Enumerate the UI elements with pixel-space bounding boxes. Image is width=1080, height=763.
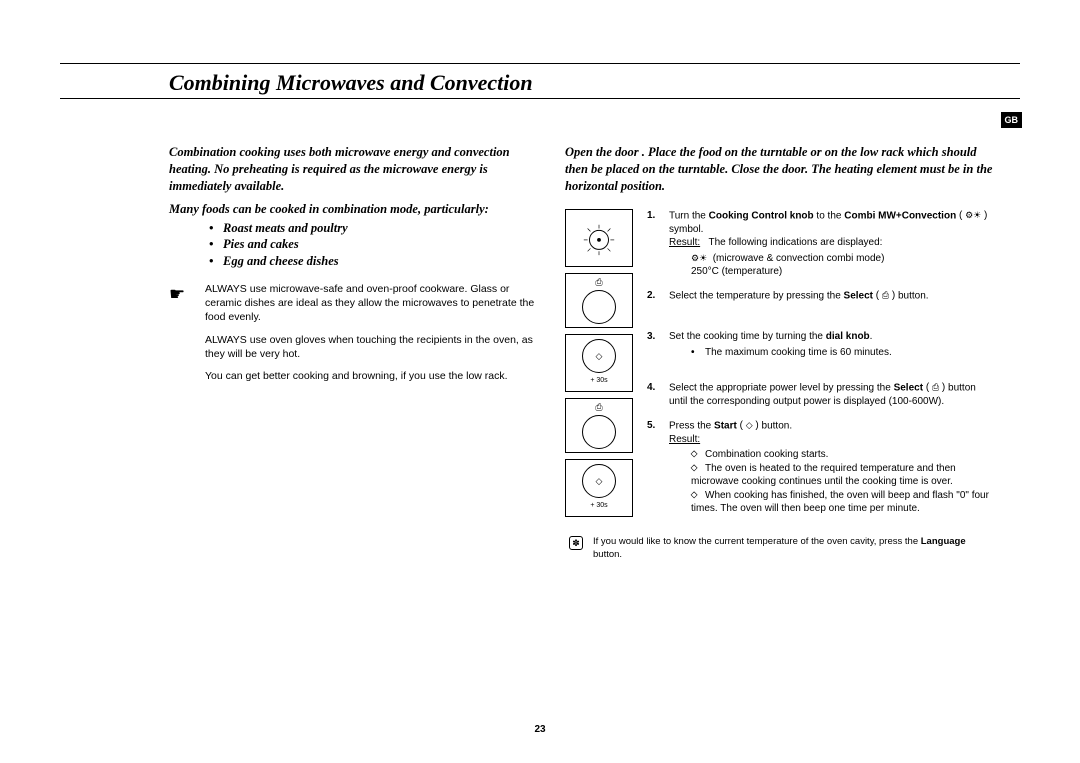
step-5: 5. Press the Start ( ◇ ) button. Result:… xyxy=(647,419,995,516)
pointer-note: ☛ ALWAYS use microwave-safe and oven-pro… xyxy=(169,282,539,391)
s3-bullets: The maximum cooking time is 60 minutes. xyxy=(691,346,995,360)
page-title: Combining Microwaves and Convection xyxy=(60,60,1020,100)
s1a: Turn the xyxy=(669,210,709,221)
step-1: 1. Turn the Cooking Control knob to the … xyxy=(647,209,995,279)
top-horizontal-rule xyxy=(60,63,1020,64)
s1r2: 250°C (temperature) xyxy=(691,266,782,277)
dial-label-2: + 30s xyxy=(590,501,607,510)
note-text: If you would like to know the current te… xyxy=(593,536,995,562)
left-intro: Combination cooking uses both microwave … xyxy=(169,144,539,195)
s3-bullet: The maximum cooking time is 60 minutes. xyxy=(691,346,995,360)
pointer-icon: ☛ xyxy=(169,282,189,391)
food-item: Egg and cheese dishes xyxy=(209,253,539,270)
s1-result-text: The following indications are displayed: xyxy=(708,237,882,248)
s5c: button. xyxy=(759,420,792,431)
s1-result-lines: ⚙☀ (microwave & convection combi mode) 2… xyxy=(691,252,995,279)
select-symbol-inline: ( ⎙ ) xyxy=(926,381,945,395)
s2a: Select the temperature by pressing the xyxy=(669,290,844,301)
step-body: Set the cooking time by turning the dial… xyxy=(669,330,995,359)
pointer-text: ALWAYS use microwave-safe and oven-proof… xyxy=(205,282,539,391)
diagram-select-2: ⎙ xyxy=(565,398,633,453)
food-item: Roast meats and poultry xyxy=(209,220,539,237)
start-dial-icon: ◇ xyxy=(582,464,616,498)
s5b3: When cooking has finished, the oven will… xyxy=(691,489,995,516)
s5-result-label: Result: xyxy=(669,434,700,445)
content-columns: Combination cooking uses both microwave … xyxy=(60,144,1020,561)
s2c: button. xyxy=(895,290,928,301)
step-2: 2. Select the temperature by pressing th… xyxy=(647,289,995,303)
diagram-dial-2: ◇ + 30s xyxy=(565,459,633,517)
note-icon: ✽ xyxy=(569,536,583,550)
footnote: ✽ If you would like to know the current … xyxy=(565,536,995,562)
start-dial-icon: ◇ xyxy=(582,339,616,373)
s1r1: (microwave & convection combi mode) xyxy=(713,253,885,264)
left-p2: ALWAYS use oven gloves when touching the… xyxy=(205,333,539,361)
s4b: Select xyxy=(894,383,923,394)
dial-icon xyxy=(582,415,616,449)
combi-symbol-icon: ⚙☀ xyxy=(691,253,707,263)
step-num: 3. xyxy=(647,330,661,359)
s1b: Cooking Control knob xyxy=(709,210,814,221)
s5b2: The oven is heated to the required tempe… xyxy=(691,462,995,489)
left-p3: You can get better cooking and browning,… xyxy=(205,369,539,383)
food-list: Roast meats and poultry Pies and cakes E… xyxy=(209,220,539,271)
diagram-select-1: ⎙ xyxy=(565,273,633,328)
s3b: dial knob xyxy=(826,331,870,342)
steps-list: 1. Turn the Cooking Control knob to the … xyxy=(647,209,995,526)
page-number: 23 xyxy=(534,724,545,735)
s1e: symbol. xyxy=(669,224,703,235)
note-b: Language xyxy=(921,536,966,547)
s1d: Combi MW+Convection xyxy=(844,210,956,221)
dial-icon xyxy=(582,290,616,324)
s5b1: Combination cooking starts. xyxy=(691,448,995,462)
combi-symbol-icon: ( ⚙☀ ) xyxy=(959,209,987,223)
food-list-lead: Many foods can be cooked in combination … xyxy=(169,201,539,218)
step-num: 5. xyxy=(647,419,661,516)
step-num: 1. xyxy=(647,209,661,279)
left-column: Combination cooking uses both microwave … xyxy=(169,144,539,561)
dial-label-1: + 30s xyxy=(590,376,607,385)
s1-result-label: Result: xyxy=(669,237,700,248)
select-symbol-icon: ⎙ xyxy=(595,401,602,413)
step-num: 4. xyxy=(647,381,661,408)
s2b: Select xyxy=(844,290,873,301)
diagram-stack: ⎙ ◇ + 30s ⎙ ◇ + 30s xyxy=(565,209,633,526)
s5a: Press the xyxy=(669,420,714,431)
step-body: Turn the Cooking Control knob to the Com… xyxy=(669,209,995,279)
step-body: Select the appropriate power level by pr… xyxy=(669,381,995,408)
diagram-dial-1: ◇ + 30s xyxy=(565,334,633,392)
food-item: Pies and cakes xyxy=(209,236,539,253)
gb-badge: GB xyxy=(1001,112,1023,128)
steps-row: ⎙ ◇ + 30s ⎙ ◇ + 30s 1. xyxy=(565,209,995,526)
step-body: Select the temperature by pressing the S… xyxy=(669,289,995,303)
s5-bullets: Combination cooking starts. The oven is … xyxy=(691,448,995,516)
s5b: Start xyxy=(714,420,737,431)
title-horizontal-rule xyxy=(60,98,1020,99)
s3a: Set the cooking time by turning the xyxy=(669,331,826,342)
s4a: Select the appropriate power level by pr… xyxy=(669,383,894,394)
step-num: 2. xyxy=(647,289,661,303)
note-c: button. xyxy=(593,549,622,560)
note-a: If you would like to know the current te… xyxy=(593,536,921,547)
select-symbol-icon: ⎙ xyxy=(595,276,602,288)
start-symbol-inline: ( ◇ ) xyxy=(740,419,759,433)
step-3: 3. Set the cooking time by turning the d… xyxy=(647,330,995,359)
s3c: . xyxy=(870,331,873,342)
s1c: to the xyxy=(814,210,845,221)
select-symbol-inline: ( ⎙ ) xyxy=(876,289,895,303)
right-intro: Open the door . Place the food on the tu… xyxy=(565,144,995,195)
diagram-control-knob xyxy=(565,209,633,267)
control-knob-svg xyxy=(574,219,624,257)
right-column: Open the door . Place the food on the tu… xyxy=(565,144,995,561)
left-p1: ALWAYS use microwave-safe and oven-proof… xyxy=(205,282,539,325)
step-body: Press the Start ( ◇ ) button. Result: Co… xyxy=(669,419,995,516)
step-4: 4. Select the appropriate power level by… xyxy=(647,381,995,408)
